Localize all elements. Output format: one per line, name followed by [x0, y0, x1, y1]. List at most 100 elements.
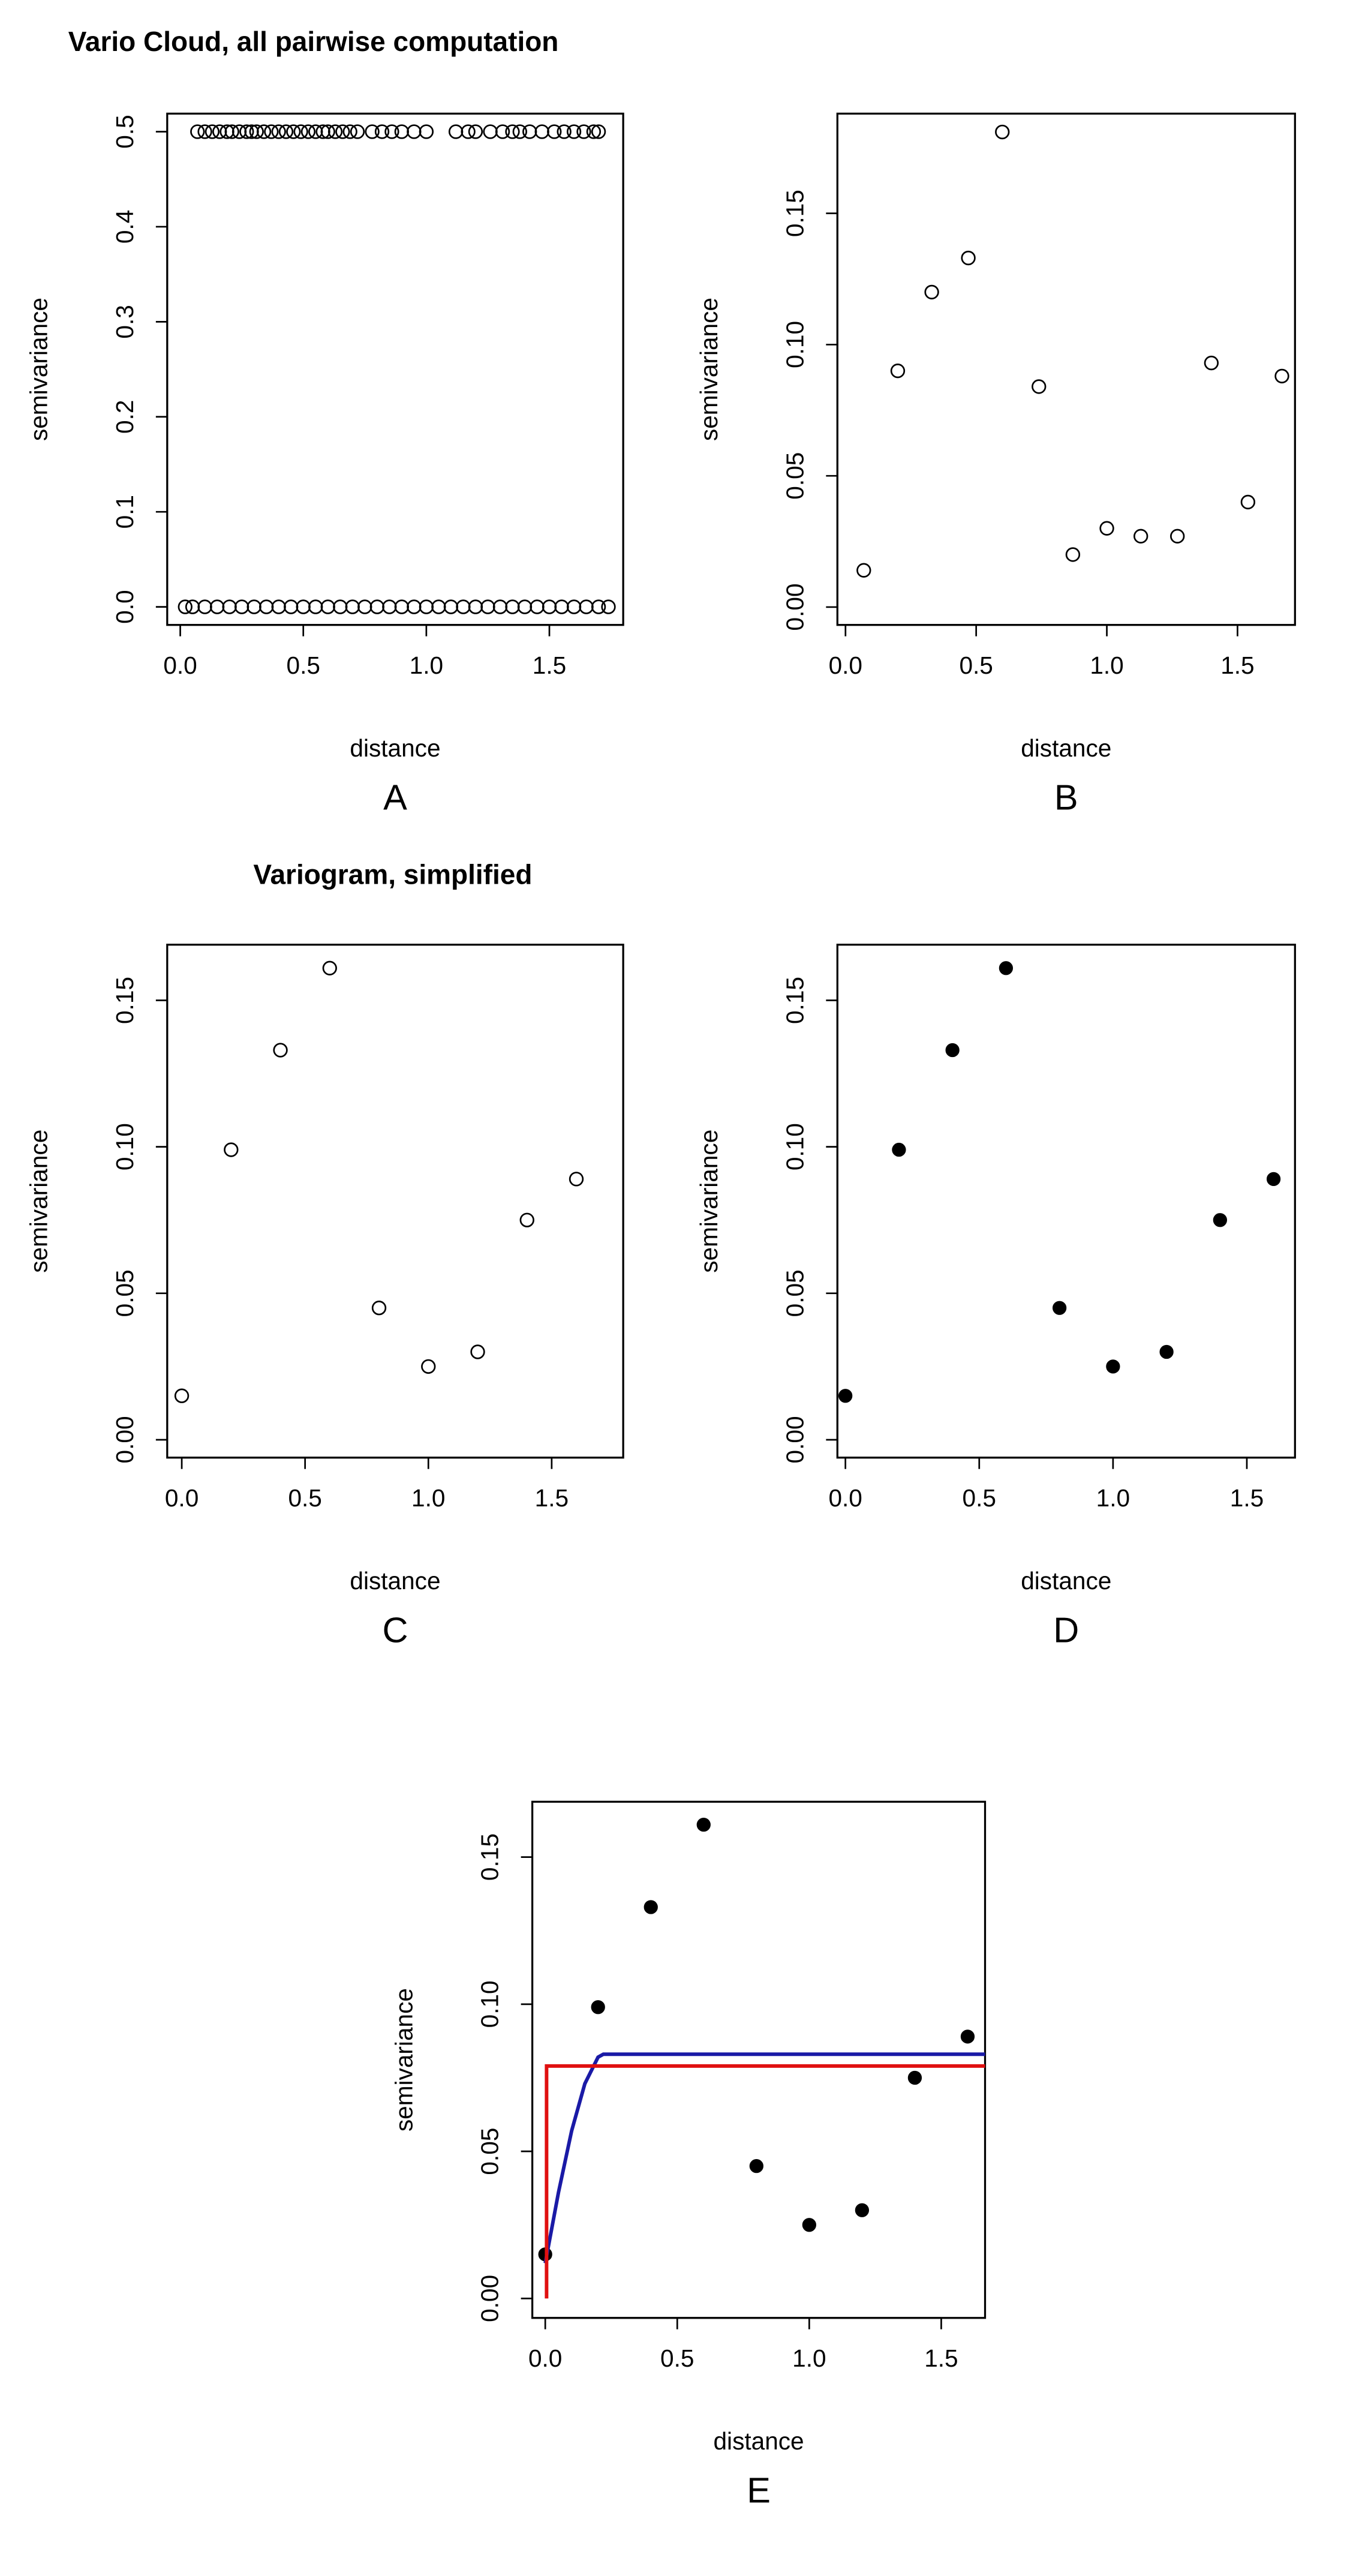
point	[333, 599, 348, 614]
point	[308, 124, 323, 139]
x-tick-label: 0.5	[963, 1484, 996, 1512]
point	[512, 124, 527, 139]
x-tick-label: 0.0	[828, 1484, 862, 1512]
point	[492, 599, 508, 614]
chart-title: Vario Cloud, all pairwise computation	[68, 26, 559, 57]
y-tick-label: 0.0	[111, 590, 139, 623]
point	[278, 124, 294, 139]
point	[345, 599, 360, 614]
point	[566, 124, 582, 139]
point	[308, 599, 323, 614]
x-axis-label: distance	[350, 734, 440, 762]
point	[224, 1142, 239, 1157]
x-tick-label: 0.0	[165, 1484, 199, 1512]
point	[530, 599, 545, 614]
panel-label: B	[1054, 777, 1078, 818]
panel-label: E	[747, 2470, 771, 2511]
y-tick-label: 0.5	[111, 115, 139, 148]
y-tick-label: 0.00	[781, 1416, 808, 1463]
point	[1159, 1344, 1174, 1359]
point	[421, 1359, 436, 1374]
point	[468, 599, 483, 614]
point	[999, 961, 1014, 975]
point	[480, 599, 495, 614]
point	[264, 124, 279, 139]
panel-label: C	[382, 1610, 408, 1650]
x-tick-label: 1.5	[1220, 651, 1254, 679]
y-axis-label: semivariance	[25, 1130, 52, 1273]
x-tick-label: 1.5	[924, 2344, 958, 2372]
point	[224, 124, 239, 139]
x-tick-label: 0.5	[959, 651, 993, 679]
x-tick-label: 1.0	[1096, 1484, 1130, 1512]
y-tick-label: 0.4	[111, 210, 139, 244]
x-tick-label: 0.5	[287, 651, 320, 679]
point	[300, 124, 316, 139]
x-tick-label: 1.5	[535, 1484, 569, 1512]
point	[320, 124, 335, 139]
point	[566, 599, 582, 614]
point	[342, 124, 357, 139]
point	[960, 2029, 975, 2044]
point	[273, 1043, 288, 1058]
point	[394, 124, 410, 139]
y-tick-label: 0.05	[111, 1269, 139, 1317]
point	[569, 1172, 584, 1187]
point	[995, 124, 1010, 140]
point	[448, 124, 464, 139]
point	[522, 124, 537, 139]
point	[534, 124, 549, 139]
point	[1106, 1359, 1120, 1374]
point	[271, 124, 286, 139]
point	[1266, 1172, 1281, 1187]
x-tick-label: 1.0	[1090, 651, 1123, 679]
x-axis-label: distance	[1021, 1567, 1111, 1595]
x-tick-label: 0.0	[163, 651, 197, 679]
x-tick-label: 0.5	[288, 1484, 321, 1512]
point	[371, 1301, 387, 1316]
point	[327, 124, 343, 139]
point	[197, 124, 212, 139]
point	[174, 1388, 190, 1403]
point	[1032, 379, 1047, 394]
point	[1204, 355, 1219, 371]
point	[374, 124, 390, 139]
point	[945, 1043, 960, 1058]
point	[1240, 494, 1256, 510]
x-tick-label: 1.0	[792, 2344, 826, 2372]
point	[890, 364, 906, 379]
point	[519, 1212, 534, 1227]
y-tick-label: 0.10	[111, 1123, 139, 1170]
model-line	[543, 2052, 985, 2264]
x-tick-label: 0.0	[829, 651, 862, 679]
point	[802, 2218, 816, 2232]
y-tick-label: 0.10	[781, 321, 808, 368]
point	[222, 599, 237, 614]
point	[431, 599, 446, 614]
plot-frame	[531, 1800, 987, 2319]
y-tick-label: 0.15	[781, 190, 808, 237]
point	[1274, 368, 1289, 384]
point	[407, 124, 422, 139]
point	[907, 2070, 922, 2085]
point	[443, 599, 459, 614]
point	[335, 124, 350, 139]
x-axis-label: distance	[350, 1567, 440, 1595]
y-tick-label: 0.15	[111, 977, 139, 1024]
chart-title: Variogram, simplified	[253, 858, 532, 890]
panel-label: A	[383, 777, 407, 818]
point	[258, 599, 274, 614]
point	[1133, 529, 1148, 544]
point	[924, 284, 939, 300]
x-axis-label: distance	[713, 2427, 804, 2455]
point	[468, 124, 483, 139]
point	[557, 124, 572, 139]
point	[696, 1817, 711, 1832]
point	[554, 599, 569, 614]
point	[197, 599, 212, 614]
y-tick-label: 0.3	[111, 305, 139, 338]
point	[505, 599, 520, 614]
y-tick-label: 0.00	[476, 2275, 504, 2322]
x-tick-label: 0.0	[528, 2344, 562, 2372]
